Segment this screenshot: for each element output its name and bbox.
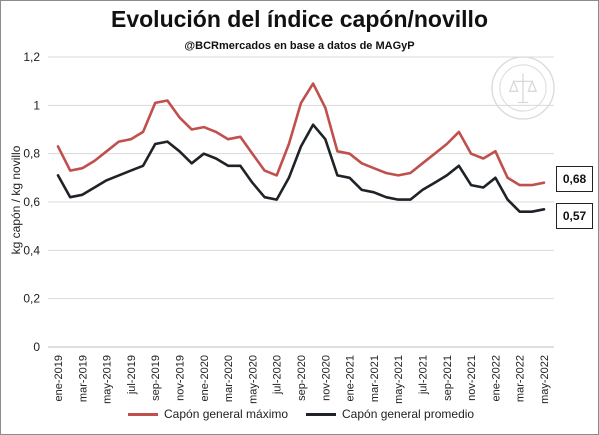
legend-item-maximo: Capón general máximo xyxy=(128,407,288,421)
legend-swatch-maximo xyxy=(128,412,158,416)
legend-label-maximo: Capón general máximo xyxy=(164,407,289,421)
x-tick-label: jul-2019 xyxy=(126,355,138,395)
y-tick-label: 0,8 xyxy=(23,147,40,161)
x-tick-label: ene-2022 xyxy=(490,355,502,402)
series-layer xyxy=(56,82,546,213)
y-axis-label: kg capón / kg novillo xyxy=(9,145,23,254)
x-tick-label: may-2022 xyxy=(539,355,551,404)
x-tick-label: ene-2019 xyxy=(53,355,65,402)
x-tick-label: nov-2019 xyxy=(175,355,187,401)
x-tick-label: mar-2019 xyxy=(77,355,89,402)
x-tick-label: jul-2020 xyxy=(272,355,284,395)
x-tick-label: may-2020 xyxy=(247,355,259,404)
x-tick-label: may-2021 xyxy=(393,355,405,404)
end-label-maximo: 0,68 xyxy=(556,166,593,192)
end-label-promedio: 0,57 xyxy=(556,203,593,229)
x-tick-label: may-2019 xyxy=(102,355,114,404)
axis-layer: 0 0,2 0,4 0,6 0,8 1 1,2 ene-2019 mar-2019 may-201… xyxy=(23,50,554,404)
series-line-0 xyxy=(56,82,546,187)
x-tick-label: mar-2022 xyxy=(515,355,527,402)
x-tick-label: jul-2021 xyxy=(418,355,430,395)
x-tick-label: nov-2020 xyxy=(320,355,332,401)
legend-label-promedio: Capón general promedio xyxy=(342,407,475,421)
y-tick-label: 0,2 xyxy=(23,292,40,306)
legend-swatch-promedio xyxy=(306,412,336,416)
x-tick-label: ene-2021 xyxy=(345,355,357,402)
x-tick-label: sep-2019 xyxy=(150,355,162,401)
x-tick-label: sep-2021 xyxy=(442,355,454,401)
y-tick-label: 1 xyxy=(33,98,40,112)
y-tick-label: 0,4 xyxy=(23,243,40,257)
chart-subtitle: @BCRmercados en base a datos de MAGyP xyxy=(184,40,415,52)
y-tick-label: 0,6 xyxy=(23,195,40,209)
y-tick-label: 0 xyxy=(33,340,40,354)
y-tick-label: 1,2 xyxy=(23,50,40,64)
x-tick-label: nov-2021 xyxy=(466,355,478,401)
x-tick-label: mar-2021 xyxy=(369,355,381,402)
series-line-1 xyxy=(56,123,546,213)
x-tick-label: mar-2020 xyxy=(223,355,235,402)
x-tick-label: sep-2020 xyxy=(296,355,308,401)
chart-title: Evolución del índice capón/novillo xyxy=(111,6,488,32)
x-tick-label: ene-2020 xyxy=(199,355,211,402)
legend-item-promedio: Capón general promedio xyxy=(306,407,474,421)
